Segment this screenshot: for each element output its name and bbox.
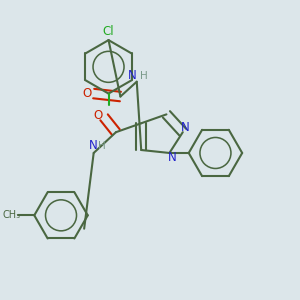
Text: N: N <box>167 151 176 164</box>
Text: O: O <box>82 87 92 100</box>
Text: N: N <box>128 69 137 82</box>
Text: N: N <box>89 139 98 152</box>
Text: CH₃: CH₃ <box>3 210 21 220</box>
Text: O: O <box>93 109 102 122</box>
Text: H: H <box>98 140 106 151</box>
Text: Cl: Cl <box>103 25 114 38</box>
Text: H: H <box>140 71 148 81</box>
Text: N: N <box>181 121 190 134</box>
